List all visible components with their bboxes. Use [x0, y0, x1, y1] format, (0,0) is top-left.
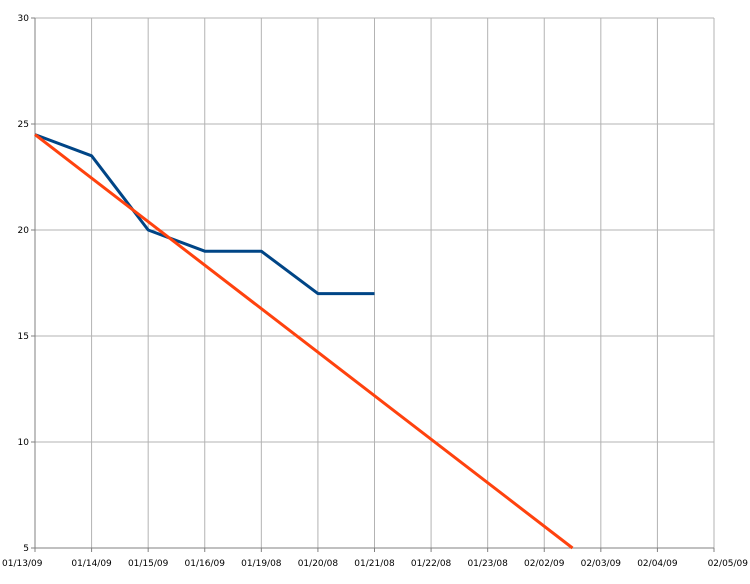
grid — [34, 17, 715, 549]
x-tick-label-5: 01/20/08 — [298, 559, 339, 569]
y-tick-label-4: 25 — [18, 120, 29, 130]
x-tick-label-2: 01/15/09 — [128, 559, 169, 569]
x-tick-label-8: 01/23/08 — [467, 559, 508, 569]
y-tick-labels: 5 10 15 20 25 30 — [18, 14, 30, 554]
x-tick-label-11: 02/04/09 — [637, 559, 678, 569]
series-line-1 — [34, 133, 574, 550]
x-tick-labels: 01/13/09 01/14/09 01/15/09 01/16/09 01/19/08… — [2, 559, 748, 569]
x-tick-label-9: 02/02/09 — [524, 559, 565, 569]
x-tick-label-3: 01/16/09 — [185, 559, 226, 569]
y-tick-label-3: 20 — [18, 226, 30, 236]
y-tick-label-5: 30 — [18, 14, 30, 24]
series-group — [34, 133, 574, 550]
x-tick-label-12: 02/05/09 — [708, 559, 749, 569]
x-tick-label-7: 01/22/08 — [411, 559, 452, 569]
x-tick-label-1: 01/14/09 — [71, 559, 112, 569]
x-tick-label-10: 02/03/09 — [581, 559, 622, 569]
x-tick-label-4: 01/19/08 — [241, 559, 282, 569]
x-tick-label-0: 01/13/09 — [2, 559, 43, 569]
y-tick-label-0: 5 — [23, 544, 29, 554]
series-line-0 — [34, 133, 375, 296]
y-tick-label-2: 15 — [18, 332, 29, 342]
y-tick-label-1: 10 — [18, 438, 30, 448]
axes — [31, 17, 715, 552]
x-tick-label-6: 01/21/08 — [354, 559, 395, 569]
